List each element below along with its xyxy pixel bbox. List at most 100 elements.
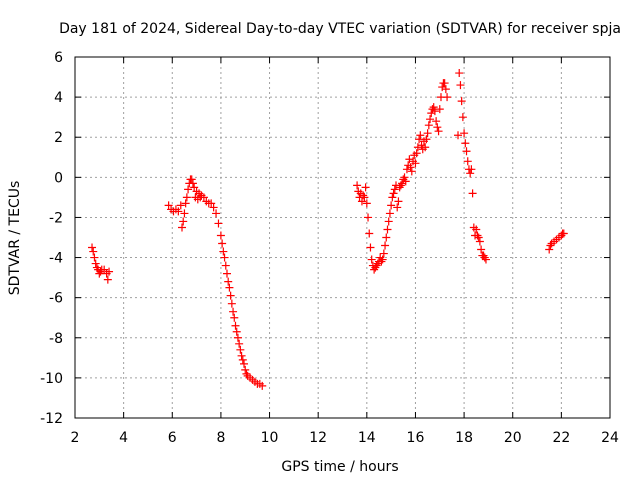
y-tick-label: -12	[40, 411, 63, 427]
x-tick-label: 22	[552, 430, 570, 446]
data-point	[385, 209, 394, 218]
data-point	[225, 283, 234, 292]
x-tick-label: 8	[216, 430, 225, 446]
data-point	[413, 143, 422, 152]
data-point	[412, 149, 421, 158]
data-point	[401, 177, 410, 186]
data-point	[178, 223, 186, 232]
data-point	[233, 333, 242, 342]
data-point	[559, 229, 568, 238]
data-point	[460, 129, 469, 138]
data-point	[417, 141, 426, 150]
data-point	[365, 229, 374, 238]
y-tick-label: -6	[49, 291, 63, 307]
data-point	[226, 291, 235, 300]
data-point	[545, 245, 554, 254]
data-point	[382, 233, 391, 242]
y-tick-label: -2	[49, 210, 63, 226]
y-tick-label: 6	[54, 50, 63, 66]
data-point	[366, 243, 375, 252]
data-point	[184, 185, 193, 194]
data-point	[241, 365, 250, 374]
data-point	[235, 339, 244, 348]
data-point	[455, 69, 464, 78]
data-point	[479, 251, 488, 260]
data-point	[379, 249, 388, 258]
data-point	[361, 183, 370, 192]
data-point	[220, 253, 229, 262]
y-tick-label: 4	[54, 90, 63, 106]
data-point	[383, 225, 392, 234]
y-tick-label: 0	[54, 170, 63, 186]
data-point	[182, 193, 191, 202]
data-point	[381, 241, 390, 250]
data-point	[407, 167, 416, 176]
data-point	[236, 345, 245, 354]
data-point	[411, 159, 420, 168]
data-point	[384, 217, 393, 226]
data-point	[91, 259, 100, 268]
data-point	[435, 105, 444, 114]
data-point	[364, 213, 373, 222]
data-point	[224, 277, 233, 286]
data-point	[367, 255, 376, 264]
data-point	[100, 265, 109, 274]
data-point	[360, 193, 369, 202]
data-point	[402, 165, 411, 174]
data-point	[396, 181, 405, 190]
data-point	[230, 313, 239, 322]
data-point	[415, 135, 424, 144]
data-point	[473, 231, 482, 240]
data-point	[480, 253, 489, 262]
data-point	[229, 307, 238, 316]
data-point	[400, 173, 409, 182]
data-point	[463, 157, 472, 166]
data-point	[96, 267, 105, 276]
data-point	[181, 199, 190, 208]
data-point	[103, 275, 112, 284]
data-point	[372, 261, 381, 270]
data-point	[433, 123, 442, 132]
data-point	[237, 351, 246, 360]
x-tick-label: 14	[358, 430, 376, 446]
data-point	[92, 263, 101, 272]
data-point	[89, 247, 98, 256]
x-tick-label: 16	[407, 430, 425, 446]
y-tick-label: -10	[40, 371, 63, 387]
data-point	[359, 191, 368, 200]
y-tick-label: 2	[54, 130, 63, 146]
data-point	[174, 207, 183, 216]
x-tick-label: 20	[504, 430, 522, 446]
data-point	[216, 231, 225, 240]
data-point	[373, 259, 382, 268]
x-tick-label: 12	[309, 430, 327, 446]
data-point	[424, 121, 433, 130]
data-point	[393, 203, 402, 212]
data-point	[481, 255, 490, 264]
grid-lines	[75, 57, 610, 418]
data-point	[468, 189, 477, 198]
y-tick-label: -4	[49, 251, 63, 267]
data-point	[390, 185, 399, 194]
data-point	[176, 201, 185, 210]
data-point	[187, 175, 196, 184]
data-point	[416, 131, 425, 140]
data-point	[218, 239, 227, 248]
data-point	[179, 217, 188, 226]
data-point	[430, 107, 439, 116]
data-point	[456, 81, 465, 90]
data-point	[371, 263, 380, 272]
data-point	[209, 203, 218, 212]
data-point	[475, 237, 484, 246]
y-tick-label: -8	[49, 331, 63, 347]
data-point	[427, 109, 436, 118]
data-point	[387, 201, 396, 210]
x-axis-label: GPS time / hours	[281, 459, 398, 475]
data-point	[454, 131, 463, 140]
data-point	[199, 193, 208, 202]
data-point	[477, 245, 486, 254]
data-point	[432, 117, 441, 126]
data-point	[95, 269, 104, 278]
data-point	[353, 181, 362, 190]
